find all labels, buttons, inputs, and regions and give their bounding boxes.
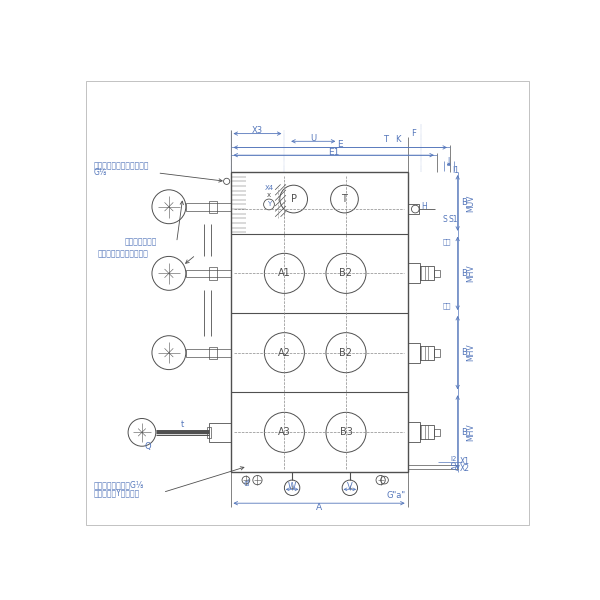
Text: t: t: [181, 420, 184, 429]
Text: X2: X2: [460, 464, 470, 473]
Text: T: T: [341, 194, 347, 204]
Text: E: E: [337, 140, 343, 149]
Text: K: K: [395, 135, 401, 144]
Text: A: A: [316, 503, 322, 512]
Bar: [209, 200, 217, 213]
Text: パイロットポート（上面）: パイロットポート（上面）: [94, 161, 149, 170]
Text: MHV: MHV: [466, 265, 475, 282]
Text: X4: X4: [265, 185, 274, 191]
Text: U: U: [310, 134, 316, 143]
Text: d: d: [243, 479, 248, 488]
Text: W: W: [288, 482, 296, 491]
Text: F: F: [412, 129, 416, 138]
Text: G⅛: G⅛: [94, 168, 107, 177]
Text: B: B: [461, 348, 467, 357]
Text: A3: A3: [278, 427, 291, 437]
Text: A1: A1: [278, 268, 291, 278]
Text: Y: Y: [267, 202, 271, 208]
Text: B: B: [461, 428, 467, 437]
Text: B2: B2: [340, 268, 353, 278]
Text: B2: B2: [340, 347, 353, 358]
Text: E1: E1: [328, 148, 340, 157]
Bar: [420, 425, 434, 439]
Text: パイロットポートG⅛: パイロットポートG⅛: [94, 481, 143, 490]
Text: X3: X3: [252, 126, 263, 135]
Text: H: H: [422, 202, 427, 211]
Text: X1: X1: [460, 457, 470, 466]
Bar: [420, 266, 434, 280]
Text: V: V: [347, 482, 353, 491]
Text: ねじ式圧力調整: ねじ式圧力調整: [124, 237, 157, 246]
Bar: [209, 423, 230, 442]
Text: P: P: [290, 194, 296, 204]
Bar: [186, 203, 230, 211]
Bar: [407, 422, 420, 442]
Text: 振分: 振分: [443, 238, 451, 245]
Bar: [434, 269, 440, 277]
Bar: [186, 349, 230, 356]
Bar: [434, 349, 440, 356]
Text: 最高圧力制限用止めねじ: 最高圧力制限用止めねじ: [98, 250, 149, 259]
Text: G"a": G"a": [386, 491, 406, 500]
Bar: [420, 346, 434, 359]
Text: A2: A2: [278, 347, 291, 358]
Bar: [434, 428, 440, 436]
Text: Q: Q: [145, 442, 151, 451]
Bar: [407, 343, 420, 362]
Text: MHV: MHV: [466, 424, 475, 441]
Text: MHV: MHV: [466, 344, 475, 361]
Bar: [230, 172, 407, 472]
Bar: [209, 267, 217, 280]
Text: B: B: [461, 269, 467, 278]
Bar: [186, 269, 230, 277]
Text: S: S: [443, 215, 448, 224]
Text: 振分: 振分: [443, 302, 451, 308]
Text: I: I: [447, 157, 449, 166]
Text: I1: I1: [452, 166, 459, 175]
Text: B3: B3: [340, 427, 352, 437]
Text: T: T: [383, 135, 389, 144]
Text: （裏面）（Yポート）: （裏面）（Yポート）: [94, 488, 140, 497]
Text: B: B: [461, 199, 467, 208]
Bar: [208, 427, 211, 438]
Text: MUV: MUV: [466, 194, 475, 212]
Bar: [209, 347, 217, 359]
Text: l2: l2: [451, 455, 457, 461]
Text: x: x: [267, 192, 271, 198]
Text: S1: S1: [448, 215, 458, 224]
Bar: [407, 203, 419, 214]
Bar: [407, 263, 420, 283]
Text: AP: AP: [452, 461, 461, 470]
